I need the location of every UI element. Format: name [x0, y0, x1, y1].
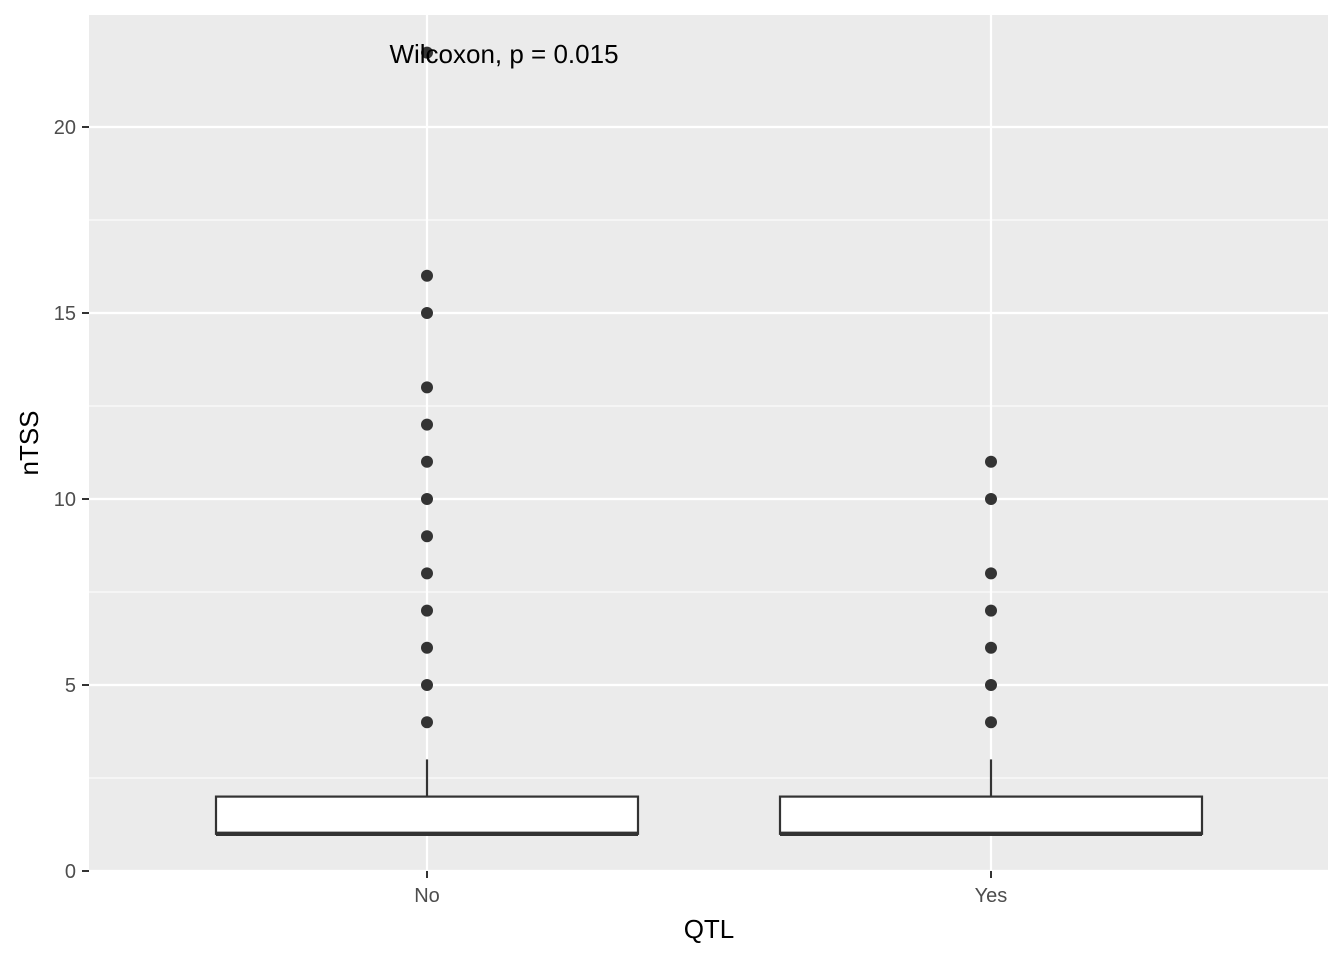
outlier-point — [421, 530, 433, 543]
outlier-point — [421, 567, 433, 580]
box-iqr — [214, 795, 640, 835]
y-tick-label: 20 — [54, 117, 76, 139]
box-series — [214, 46, 1204, 836]
y-axis-title: nTSS — [14, 410, 44, 475]
outlier-point — [421, 716, 433, 729]
annotation-text: Wilcoxon, p = 0.015 — [389, 39, 618, 69]
outlier-point — [985, 493, 997, 505]
grid-lines — [89, 15, 1328, 873]
outlier-point — [421, 604, 433, 617]
y-tick-label: 10 — [54, 489, 76, 511]
outlier-point — [985, 641, 997, 654]
outlier-point — [421, 269, 433, 282]
outlier-point — [985, 567, 997, 580]
outlier-point — [985, 679, 997, 691]
outlier-point — [421, 455, 433, 468]
y-tick-label: 15 — [54, 303, 76, 325]
box-yes — [778, 455, 1204, 836]
outlier-point — [421, 641, 433, 654]
outlier-point — [985, 455, 997, 468]
plot-panel — [89, 15, 1328, 871]
outlier-point — [985, 716, 997, 729]
outlier-point — [421, 418, 433, 431]
outlier-point — [985, 604, 997, 617]
y-tick-label: 5 — [65, 675, 76, 697]
outlier-point — [421, 679, 433, 691]
outlier-point — [421, 46, 433, 59]
y-tick-label: 0 — [65, 861, 76, 883]
outlier-point — [421, 493, 433, 505]
axes: 0 5 10 15 20 No Yes — [54, 117, 1008, 907]
x-axis-title: QTL — [684, 914, 735, 944]
box-no — [214, 46, 640, 836]
x-tick-label: Yes — [975, 885, 1008, 907]
outlier-point — [421, 307, 433, 319]
box-iqr — [778, 795, 1204, 835]
outlier-point — [421, 381, 433, 394]
x-tick-label: No — [414, 885, 440, 907]
